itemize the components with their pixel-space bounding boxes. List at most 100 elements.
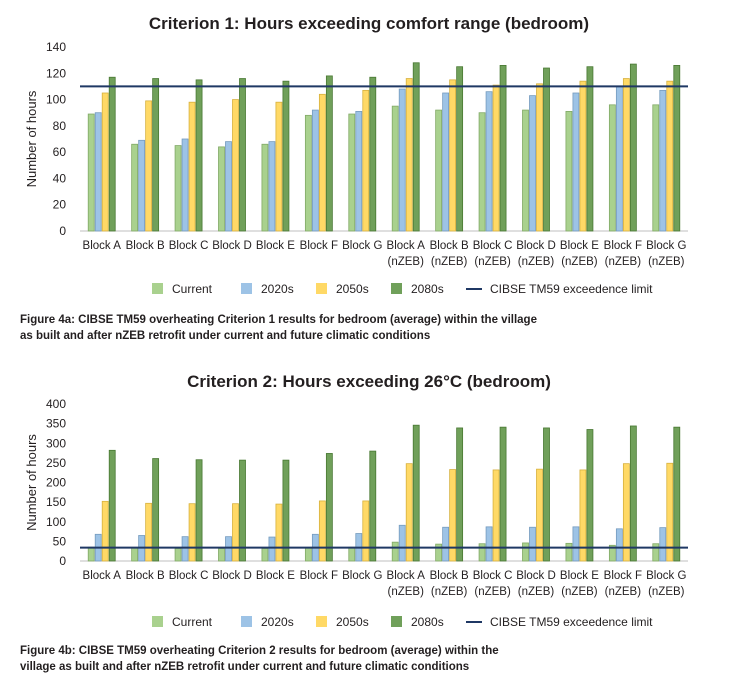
bar-2050s bbox=[145, 100, 153, 232]
x-tick-label: (nZEB) bbox=[648, 586, 685, 598]
bar-2020s bbox=[485, 91, 493, 232]
bar-2050s bbox=[318, 93, 326, 232]
bar-2080s bbox=[543, 427, 550, 562]
bar-2020s bbox=[615, 86, 623, 232]
y-tick-label: 400 bbox=[46, 397, 66, 411]
bar-current bbox=[522, 109, 529, 232]
bar-current bbox=[304, 547, 312, 562]
x-tick-label: (nZEB) bbox=[474, 586, 511, 598]
bar-2050s bbox=[362, 500, 370, 562]
bar-2020s bbox=[659, 527, 667, 562]
bar-current bbox=[608, 544, 616, 562]
bar-2020s bbox=[181, 138, 189, 232]
x-tick-label: (nZEB) bbox=[431, 586, 468, 598]
x-tick-label: (nZEB) bbox=[648, 256, 685, 268]
bar-2050s bbox=[449, 79, 457, 232]
legend-label: CIBSE TM59 exceedence limit bbox=[490, 615, 653, 629]
x-tick-label: Block E bbox=[256, 240, 295, 252]
x-tick-label: Block E bbox=[256, 570, 295, 582]
caption-line: village as built and after nZEB retrofit… bbox=[20, 661, 470, 673]
bar-2050s bbox=[536, 468, 543, 562]
bar-2050s bbox=[232, 99, 239, 232]
chart-title: Criterion 2: Hours exceeding 26°C (bedro… bbox=[187, 372, 551, 391]
bar-2050s bbox=[275, 101, 283, 232]
bar-2020s bbox=[572, 92, 580, 232]
legend-swatch-2020s bbox=[241, 616, 252, 627]
bar-2020s bbox=[529, 95, 536, 232]
bar-current bbox=[304, 114, 312, 232]
bar-2080s bbox=[195, 459, 203, 562]
bar-2080s bbox=[108, 449, 116, 562]
x-tick-label: Block G bbox=[342, 570, 382, 582]
bar-current bbox=[565, 542, 573, 562]
x-tick-label: Block D bbox=[212, 240, 252, 252]
bar-current bbox=[391, 105, 399, 232]
bar-2020s bbox=[268, 141, 276, 232]
bar-2020s bbox=[572, 526, 580, 562]
x-tick-label: Block B bbox=[430, 570, 469, 582]
bar-2080s bbox=[629, 425, 637, 562]
x-tick-label: (nZEB) bbox=[605, 586, 642, 598]
chart-plot-area: Number of hours 0 50 100 150 200 250 300 350 400 B… bbox=[24, 397, 688, 629]
chart-plot-area: Number of hours 0 20 40 60 80 100 120 140 Block A… bbox=[24, 40, 688, 296]
bar-current bbox=[348, 113, 356, 232]
x-tick-label: Block C bbox=[169, 570, 209, 582]
y-tick-label: 200 bbox=[46, 476, 66, 490]
x-tick-label: (nZEB) bbox=[561, 256, 598, 268]
bar-2050s bbox=[188, 101, 196, 232]
bar-current bbox=[261, 143, 269, 232]
bar-2080s bbox=[152, 458, 160, 562]
x-tick-label: Block F bbox=[604, 570, 642, 582]
bar-2050s bbox=[666, 462, 674, 562]
bar-2080s bbox=[673, 426, 681, 562]
bar-2020s bbox=[225, 536, 232, 562]
bar-2050s bbox=[232, 503, 239, 562]
y-tick-label: 80 bbox=[53, 119, 67, 133]
bar-2020s bbox=[94, 112, 102, 232]
x-tick-label: (nZEB) bbox=[388, 256, 425, 268]
bar-2080s bbox=[586, 429, 594, 562]
chart-criterion-2: Criterion 2: Hours exceeding 26°C (bedro… bbox=[0, 360, 738, 697]
x-tick-label: Block G bbox=[342, 240, 382, 252]
bar-current bbox=[218, 548, 225, 562]
bar-current bbox=[348, 546, 356, 562]
legend-label: 2020s bbox=[261, 282, 294, 296]
bar-2020s bbox=[398, 88, 406, 232]
caption-line: as built and after nZEB retrofit under c… bbox=[20, 330, 431, 342]
caption-line: Figure 4a: CIBSE TM59 overheating Criter… bbox=[20, 314, 537, 326]
bar-current bbox=[478, 543, 486, 562]
legend-label: CIBSE TM59 exceedence limit bbox=[490, 282, 653, 296]
bar-2080s bbox=[152, 78, 160, 232]
bar-current bbox=[218, 146, 225, 232]
bar-2050s bbox=[536, 83, 543, 232]
bar-2050s bbox=[275, 503, 283, 562]
bar-2050s bbox=[492, 469, 500, 562]
bar-2080s bbox=[543, 67, 550, 232]
legend-label: 2080s bbox=[411, 615, 444, 629]
bar-2080s bbox=[239, 78, 246, 232]
x-tick-label: Block B bbox=[430, 240, 469, 252]
bar-2050s bbox=[579, 469, 587, 562]
y-tick-label: 0 bbox=[59, 224, 66, 238]
y-tick-label: 120 bbox=[46, 66, 66, 80]
bar-current bbox=[565, 111, 573, 232]
bar-2020s bbox=[311, 109, 319, 232]
bar-current bbox=[522, 542, 529, 562]
y-tick-label: 350 bbox=[46, 417, 66, 431]
x-tick-label: (nZEB) bbox=[605, 256, 642, 268]
bar-2080s bbox=[456, 66, 464, 232]
y-tick-label: 60 bbox=[53, 145, 67, 159]
bar-2020s bbox=[138, 139, 146, 232]
bar-2080s bbox=[456, 427, 464, 562]
bar-2020s bbox=[268, 536, 276, 562]
x-tick-label: Block A bbox=[83, 240, 122, 252]
x-tick-label: (nZEB) bbox=[431, 256, 468, 268]
legend-label: 2020s bbox=[261, 615, 294, 629]
x-tick-label: Block C bbox=[473, 570, 513, 582]
legend-label: Current bbox=[172, 615, 213, 629]
y-axis-label: Number of hours bbox=[24, 90, 39, 187]
bar-2080s bbox=[282, 459, 290, 562]
bar-2020s bbox=[529, 526, 536, 562]
x-tick-label: (nZEB) bbox=[474, 256, 511, 268]
bar-current bbox=[261, 548, 269, 562]
